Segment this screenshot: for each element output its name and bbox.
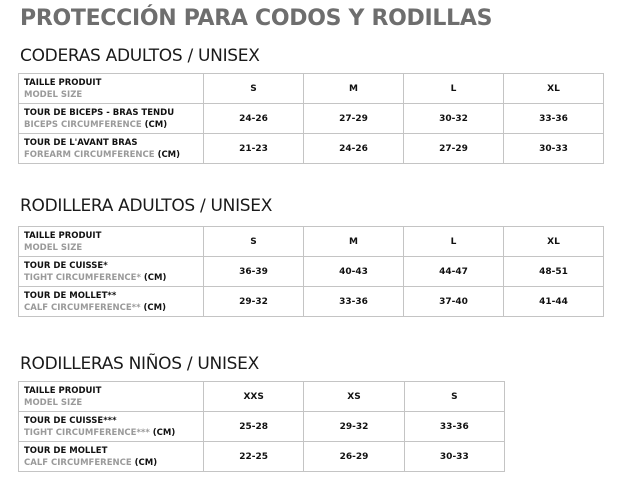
table-cell: 24-26 (303, 133, 404, 164)
label-en-text: CALF CIRCUMFERENCE** (24, 302, 141, 313)
table-row: TOUR DE CUISSE*** TIGHT CIRCUMFERENCE*** … (18, 411, 505, 442)
table-row: TOUR DE L'AVANT BRAS FOREARM CIRCUMFERENC… (18, 133, 604, 164)
table-cell: 26-29 (303, 441, 405, 472)
table-cell: 30-33 (503, 133, 604, 164)
label-fr: TOUR DE BICEPS - BRAS TENDU (24, 107, 175, 118)
section-heading: RODILLERA ADULTOS / UNISEX (20, 196, 273, 216)
table-cell: 36-39 (203, 256, 304, 287)
size-header: XXS (202, 381, 305, 412)
table-cell: 33-36 (503, 103, 604, 134)
size-header: L (403, 73, 504, 104)
label-fr: TOUR DE MOLLET** (24, 290, 117, 301)
label-fr: TOUR DE MOLLET (24, 445, 108, 456)
label-fr: TOUR DE CUISSE*** (24, 415, 117, 426)
table-cell: 33-36 (303, 286, 404, 317)
row-label: TOUR DE CUISSE*** TIGHT CIRCUMFERENCE*** … (18, 411, 204, 442)
table-cell: 29-32 (303, 411, 405, 442)
section-heading: CODERAS ADULTOS / UNISEX (20, 46, 260, 66)
label-en: CALF CIRCUMFERENCE** (CM) (24, 303, 198, 313)
label-en: MODEL SIZE (24, 242, 83, 253)
size-table: TAILLE PRODUIT MODEL SIZE XXS XS S TOUR DE CU… (18, 381, 505, 472)
table-cell: 27-29 (303, 103, 404, 134)
table-row: TOUR DE BICEPS - BRAS TENDU BICEPS CIRCUM… (18, 103, 604, 134)
label-en-text: TIGHT CIRCUMFERENCE* (24, 272, 141, 283)
table-row: TOUR DE MOLLET** CALF CIRCUMFERENCE** (CM… (18, 286, 604, 317)
label-fr: TOUR DE CUISSE* (24, 260, 108, 271)
table-cell: 30-33 (403, 441, 505, 472)
table-cell: 40-43 (303, 256, 404, 287)
label-en: MODEL SIZE (24, 89, 83, 100)
label-en: FOREARM CIRCUMFERENCE (CM) (24, 150, 198, 160)
label-en: TIGHT CIRCUMFERENCE* (CM) (24, 273, 198, 283)
row-label: TOUR DE MOLLET CALF CIRCUMFERENCE (CM) (18, 441, 204, 472)
size-header: XL (503, 226, 604, 257)
row-label: TOUR DE BICEPS - BRAS TENDU BICEPS CIRCUM… (18, 103, 204, 134)
size-header: XS (303, 381, 405, 412)
unit: (CM) (143, 272, 167, 283)
label-fr: TOUR DE L'AVANT BRAS (24, 137, 138, 148)
table-cell: 27-29 (403, 133, 504, 164)
page-title: PROTECCIÓN PARA CODOS Y RODILLAS (20, 6, 493, 31)
unit: (CM) (144, 119, 168, 130)
size-header: S (403, 381, 505, 412)
table-cell: 44-47 (403, 256, 504, 287)
size-header: S (203, 73, 304, 104)
table-cell: 21-23 (203, 133, 304, 164)
label-en-text: BICEPS CIRCUMFERENCE (24, 119, 142, 130)
label-en-text: CALF CIRCUMFERENCE (24, 457, 132, 468)
row-label: TOUR DE MOLLET** CALF CIRCUMFERENCE** (CM… (18, 286, 204, 317)
table-row: TOUR DE MOLLET CALF CIRCUMFERENCE (CM) 22-… (18, 441, 505, 472)
label-fr: TAILLE PRODUIT (24, 77, 102, 88)
table-cell: 22-25 (202, 441, 305, 472)
table-cell: 30-32 (403, 103, 504, 134)
label-en: BICEPS CIRCUMFERENCE (CM) (24, 120, 198, 130)
label-en: MODEL SIZE (24, 397, 83, 408)
section-heading: RODILLERAS NIÑOS / UNISEX (20, 354, 259, 374)
unit: (CM) (157, 149, 181, 160)
table-header-row: TAILLE PRODUIT MODEL SIZE S M L XL (18, 73, 604, 104)
size-header: S (203, 226, 304, 257)
label-en: CALF CIRCUMFERENCE (CM) (24, 458, 198, 468)
label-fr: TAILLE PRODUIT (24, 385, 102, 396)
unit: (CM) (152, 427, 176, 438)
size-table: TAILLE PRODUIT MODEL SIZE S M L XL TOUR DE BIC… (18, 73, 604, 164)
label-en: TIGHT CIRCUMFERENCE*** (CM) (24, 428, 198, 438)
table-cell: 25-28 (202, 411, 305, 442)
size-header: M (303, 226, 404, 257)
table-header-row: TAILLE PRODUIT MODEL SIZE S M L XL (18, 226, 604, 257)
table-cell: 33-36 (403, 411, 505, 442)
size-header: M (303, 73, 404, 104)
row-label: TAILLE PRODUIT MODEL SIZE (18, 73, 204, 104)
unit: (CM) (134, 457, 158, 468)
table-cell: 24-26 (203, 103, 304, 134)
row-label: TOUR DE CUISSE* TIGHT CIRCUMFERENCE* (CM) (18, 256, 204, 287)
row-label: TAILLE PRODUIT MODEL SIZE (18, 381, 204, 412)
size-table: TAILLE PRODUIT MODEL SIZE S M L XL TOUR DE CUI… (18, 226, 604, 317)
size-header: XL (503, 73, 604, 104)
label-en-text: FOREARM CIRCUMFERENCE (24, 149, 155, 160)
table-cell: 29-32 (203, 286, 304, 317)
label-en-text: TIGHT CIRCUMFERENCE*** (24, 427, 150, 438)
table-row: TOUR DE CUISSE* TIGHT CIRCUMFERENCE* (CM)… (18, 256, 604, 287)
label-fr: TAILLE PRODUIT (24, 230, 102, 241)
table-cell: 48-51 (503, 256, 604, 287)
table-header-row: TAILLE PRODUIT MODEL SIZE XXS XS S (18, 381, 505, 412)
table-cell: 41-44 (503, 286, 604, 317)
table-cell: 37-40 (403, 286, 504, 317)
row-label: TAILLE PRODUIT MODEL SIZE (18, 226, 204, 257)
size-header: L (403, 226, 504, 257)
row-label: TOUR DE L'AVANT BRAS FOREARM CIRCUMFERENC… (18, 133, 204, 164)
unit: (CM) (143, 302, 166, 313)
